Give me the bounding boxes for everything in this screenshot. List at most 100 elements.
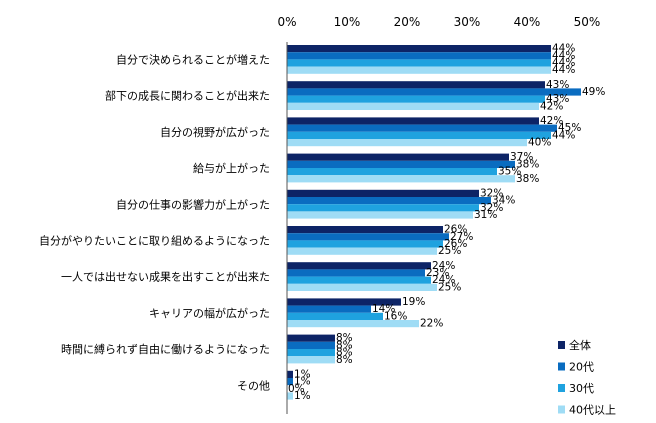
bar <box>287 160 515 168</box>
value-label: 31% <box>474 209 497 221</box>
bar <box>287 233 449 241</box>
legend-label: 全体 <box>569 338 591 352</box>
bar <box>287 392 293 400</box>
value-label: 26% <box>444 224 467 236</box>
value-label: 42% <box>540 115 563 127</box>
value-label: 19% <box>402 296 425 308</box>
x-tick-label: 10% <box>334 15 361 29</box>
category-label: 給与が上がった <box>193 161 270 175</box>
legend-swatch <box>558 341 565 349</box>
value-label: 27% <box>450 231 473 243</box>
bar <box>287 370 293 378</box>
bar <box>287 204 479 212</box>
value-label: 0% <box>288 383 305 395</box>
value-labels: 44%44%44%44%43%49%43%42%42%45%44%40%37%3… <box>288 43 605 402</box>
legend-swatch <box>558 405 565 414</box>
x-tick-label: 30% <box>454 15 481 29</box>
value-label: 24% <box>432 274 455 286</box>
bar <box>287 88 581 96</box>
x-axis-ticks: 0% 10% 20% 30% 40% 50% <box>277 15 600 29</box>
value-label: 42% <box>540 100 563 112</box>
bar <box>287 276 431 284</box>
bar <box>287 139 527 147</box>
value-label: 1% <box>294 368 311 380</box>
category-label: その他 <box>237 379 270 392</box>
bar <box>287 349 335 357</box>
x-tick-label: 50% <box>574 15 601 29</box>
x-tick-label: 20% <box>394 15 421 29</box>
value-label: 44% <box>552 57 575 69</box>
value-label: 44% <box>552 50 575 62</box>
bar <box>287 197 491 205</box>
legend-label: 40代以上 <box>569 404 616 417</box>
bar <box>287 341 335 349</box>
value-label: 32% <box>480 202 503 214</box>
value-label: 16% <box>384 310 407 322</box>
value-label: 1% <box>294 390 311 402</box>
bar <box>287 81 545 89</box>
bar <box>287 153 509 161</box>
value-label: 26% <box>444 238 467 250</box>
legend-label: 20代 <box>569 361 594 374</box>
value-label: 37% <box>510 151 533 163</box>
bar <box>287 52 551 60</box>
bar <box>287 45 551 53</box>
bar <box>287 226 443 234</box>
bar <box>287 124 557 132</box>
category-label: 自分で決められることが増えた <box>116 53 270 67</box>
value-label: 44% <box>552 129 575 141</box>
value-label: 38% <box>516 173 539 185</box>
x-tick-label: 0% <box>277 15 296 29</box>
bar <box>287 320 419 328</box>
bar <box>287 117 539 125</box>
bar <box>287 262 431 270</box>
legend: 全体 20代 30代 40代以上 <box>558 338 616 417</box>
bar <box>287 240 443 248</box>
value-label: 14% <box>372 303 395 315</box>
bar <box>287 95 545 103</box>
category-label: 時間に縛られず自由に働けるようになった <box>61 342 270 356</box>
bar-series <box>287 45 581 400</box>
value-label: 45% <box>558 122 581 134</box>
bar <box>287 334 335 342</box>
value-label: 23% <box>426 267 449 279</box>
legend-swatch <box>558 362 565 371</box>
bar <box>287 356 335 364</box>
value-label: 44% <box>552 43 575 55</box>
bar <box>287 269 425 277</box>
category-label: 部下の成長に関わることが出来た <box>105 89 270 103</box>
value-label: 43% <box>546 93 569 105</box>
bar <box>287 66 551 74</box>
category-label: 自分の視野が広がった <box>160 125 270 139</box>
x-tick-label: 40% <box>514 15 541 29</box>
bar <box>287 247 437 255</box>
value-label: 44% <box>552 64 575 76</box>
value-label: 8% <box>336 339 353 351</box>
value-label: 8% <box>336 347 353 359</box>
bar <box>287 131 551 139</box>
value-label: 24% <box>432 260 455 272</box>
value-label: 34% <box>492 195 515 207</box>
bar <box>287 189 479 197</box>
legend-label: 30代 <box>569 382 594 395</box>
value-label: 49% <box>582 86 605 98</box>
value-label: 22% <box>420 318 443 330</box>
value-label: 8% <box>336 332 353 344</box>
category-label: 一人では出せない成果を出すことが出来た <box>61 270 270 284</box>
bar <box>287 298 401 306</box>
bar <box>287 283 437 291</box>
value-label: 32% <box>480 187 503 199</box>
bar <box>287 211 473 219</box>
bar <box>287 102 539 110</box>
bar <box>287 168 497 176</box>
bar <box>287 305 371 313</box>
value-label: 40% <box>528 137 551 149</box>
category-label: 自分がやりたいことに取り組めるようになった <box>39 234 270 248</box>
bar <box>287 312 383 320</box>
bar <box>287 59 551 67</box>
bar <box>287 175 515 183</box>
value-label: 8% <box>336 354 353 366</box>
value-label: 38% <box>516 158 539 170</box>
bar <box>287 378 293 386</box>
